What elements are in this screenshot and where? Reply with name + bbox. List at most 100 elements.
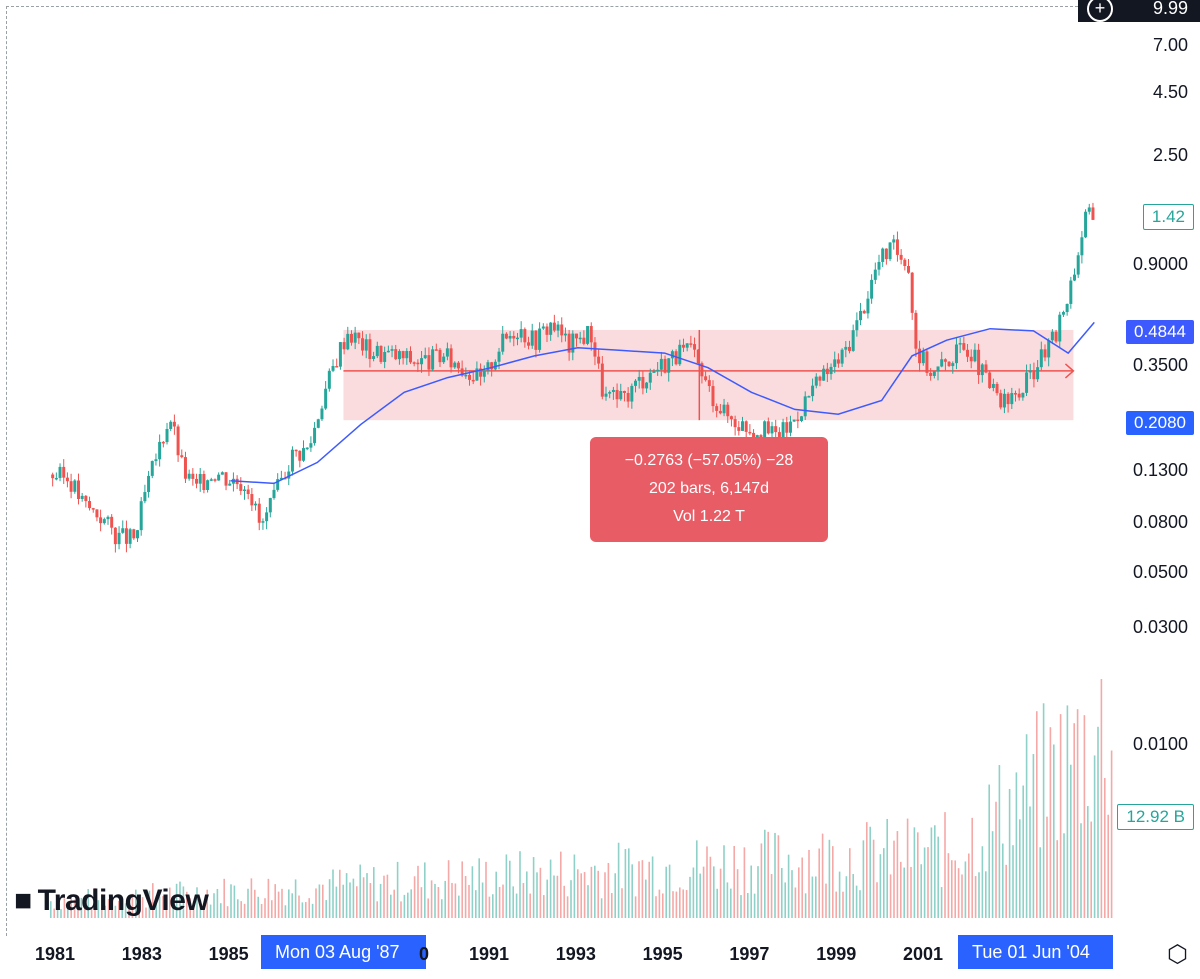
candle-body bbox=[327, 370, 331, 389]
candle-body bbox=[423, 355, 427, 359]
volume-bar bbox=[1080, 823, 1082, 918]
volume-bar bbox=[594, 865, 596, 918]
range-start-date-text: Mon 03 Aug '87 bbox=[275, 942, 400, 962]
volume-bar bbox=[63, 898, 66, 918]
volume-bar bbox=[373, 867, 375, 918]
candle-body bbox=[1065, 303, 1069, 313]
volume-bar bbox=[968, 853, 970, 918]
candle-body bbox=[364, 339, 368, 351]
volume-bar bbox=[1097, 726, 1099, 918]
volume-bar bbox=[1104, 778, 1106, 918]
volume-bar bbox=[604, 872, 606, 918]
volume-bar bbox=[961, 874, 963, 918]
add-plus-icon[interactable]: + bbox=[1087, 0, 1113, 22]
volume-bar bbox=[223, 878, 225, 918]
volume-bar bbox=[345, 873, 348, 918]
candle-body bbox=[279, 477, 283, 480]
volume-bar bbox=[549, 859, 552, 918]
volume-bar bbox=[281, 888, 283, 918]
measure-tooltip: −0.2763 (−57.05%) −28 202 bars, 6,147d V… bbox=[590, 437, 828, 542]
volume-bar bbox=[1056, 840, 1058, 918]
candle-body bbox=[1050, 331, 1054, 341]
volume-bar bbox=[556, 875, 559, 918]
candle-body bbox=[984, 364, 988, 373]
volume-bar bbox=[172, 900, 174, 918]
candle-body bbox=[962, 343, 966, 350]
volume-bar bbox=[148, 890, 151, 918]
candle-body bbox=[453, 362, 457, 368]
candle-body bbox=[844, 346, 848, 350]
candle-body bbox=[995, 383, 999, 394]
candle-body bbox=[685, 343, 689, 348]
volume-bar bbox=[611, 893, 613, 918]
settings-gear-icon[interactable]: ⬡ bbox=[1167, 941, 1188, 968]
volume-bar bbox=[362, 877, 365, 918]
volume-bar bbox=[400, 901, 402, 918]
volume-bar bbox=[852, 874, 854, 918]
volume-bar bbox=[930, 827, 933, 918]
volume-bar bbox=[985, 871, 987, 918]
candle-body bbox=[910, 272, 914, 313]
volume-bar bbox=[543, 895, 545, 918]
volume-bar bbox=[821, 833, 824, 918]
candle-body bbox=[176, 426, 180, 456]
candle-body bbox=[1021, 392, 1025, 398]
candle-body bbox=[313, 427, 317, 444]
volume-bar bbox=[539, 867, 542, 918]
candle-body bbox=[1061, 312, 1065, 315]
candle-body bbox=[298, 450, 302, 461]
volume-bar bbox=[451, 882, 453, 918]
volume-bar bbox=[733, 845, 735, 918]
candle-body bbox=[224, 472, 228, 486]
candle-body bbox=[209, 479, 213, 481]
candle-body bbox=[545, 326, 549, 335]
candle-body bbox=[386, 350, 390, 353]
candle-body bbox=[611, 389, 615, 393]
volume-bar bbox=[155, 896, 157, 918]
volume-bar bbox=[478, 858, 480, 918]
volume-bar bbox=[111, 896, 113, 918]
candle-body bbox=[748, 431, 752, 434]
candle-body bbox=[460, 368, 464, 376]
candle-body bbox=[128, 529, 132, 544]
candle-body bbox=[1043, 349, 1047, 358]
volume-bar bbox=[532, 857, 535, 918]
candle-body bbox=[752, 432, 756, 438]
time-tick-label: 1993 bbox=[555, 944, 596, 964]
volume-bar bbox=[706, 846, 708, 918]
volume-bar bbox=[502, 884, 504, 918]
volume-bar bbox=[209, 904, 212, 918]
candle-body bbox=[656, 369, 660, 372]
volume-bar bbox=[546, 879, 548, 918]
candle-body bbox=[1017, 393, 1021, 398]
candle-body bbox=[574, 333, 578, 339]
candle-body bbox=[390, 349, 394, 351]
volume-bar bbox=[213, 893, 215, 918]
candle-body bbox=[741, 421, 745, 431]
candle-body bbox=[346, 333, 350, 350]
candle-body bbox=[637, 376, 641, 381]
candle-body bbox=[290, 449, 294, 472]
volume-bar bbox=[152, 883, 154, 918]
volume-bar bbox=[413, 876, 416, 918]
volume-bar bbox=[60, 909, 62, 918]
volume-bar bbox=[699, 873, 701, 918]
volume-bar bbox=[107, 899, 110, 918]
volume-bar bbox=[570, 880, 572, 918]
volume-bar bbox=[923, 847, 926, 918]
candle-body bbox=[1069, 280, 1073, 304]
volume-bar bbox=[291, 893, 293, 918]
volume-bar bbox=[135, 889, 137, 918]
volume-bar bbox=[233, 885, 236, 918]
time-label-suffix: 0 bbox=[419, 944, 430, 964]
volume-bar bbox=[614, 873, 616, 918]
volume-bar bbox=[730, 888, 732, 918]
candle-body bbox=[833, 359, 837, 367]
volume-bar bbox=[128, 897, 130, 918]
volume-bar bbox=[403, 894, 406, 918]
candle-body bbox=[183, 457, 187, 479]
candle-body bbox=[309, 443, 313, 448]
volume-bar bbox=[682, 889, 684, 918]
price-tick-label: 4.50 bbox=[1152, 82, 1188, 103]
